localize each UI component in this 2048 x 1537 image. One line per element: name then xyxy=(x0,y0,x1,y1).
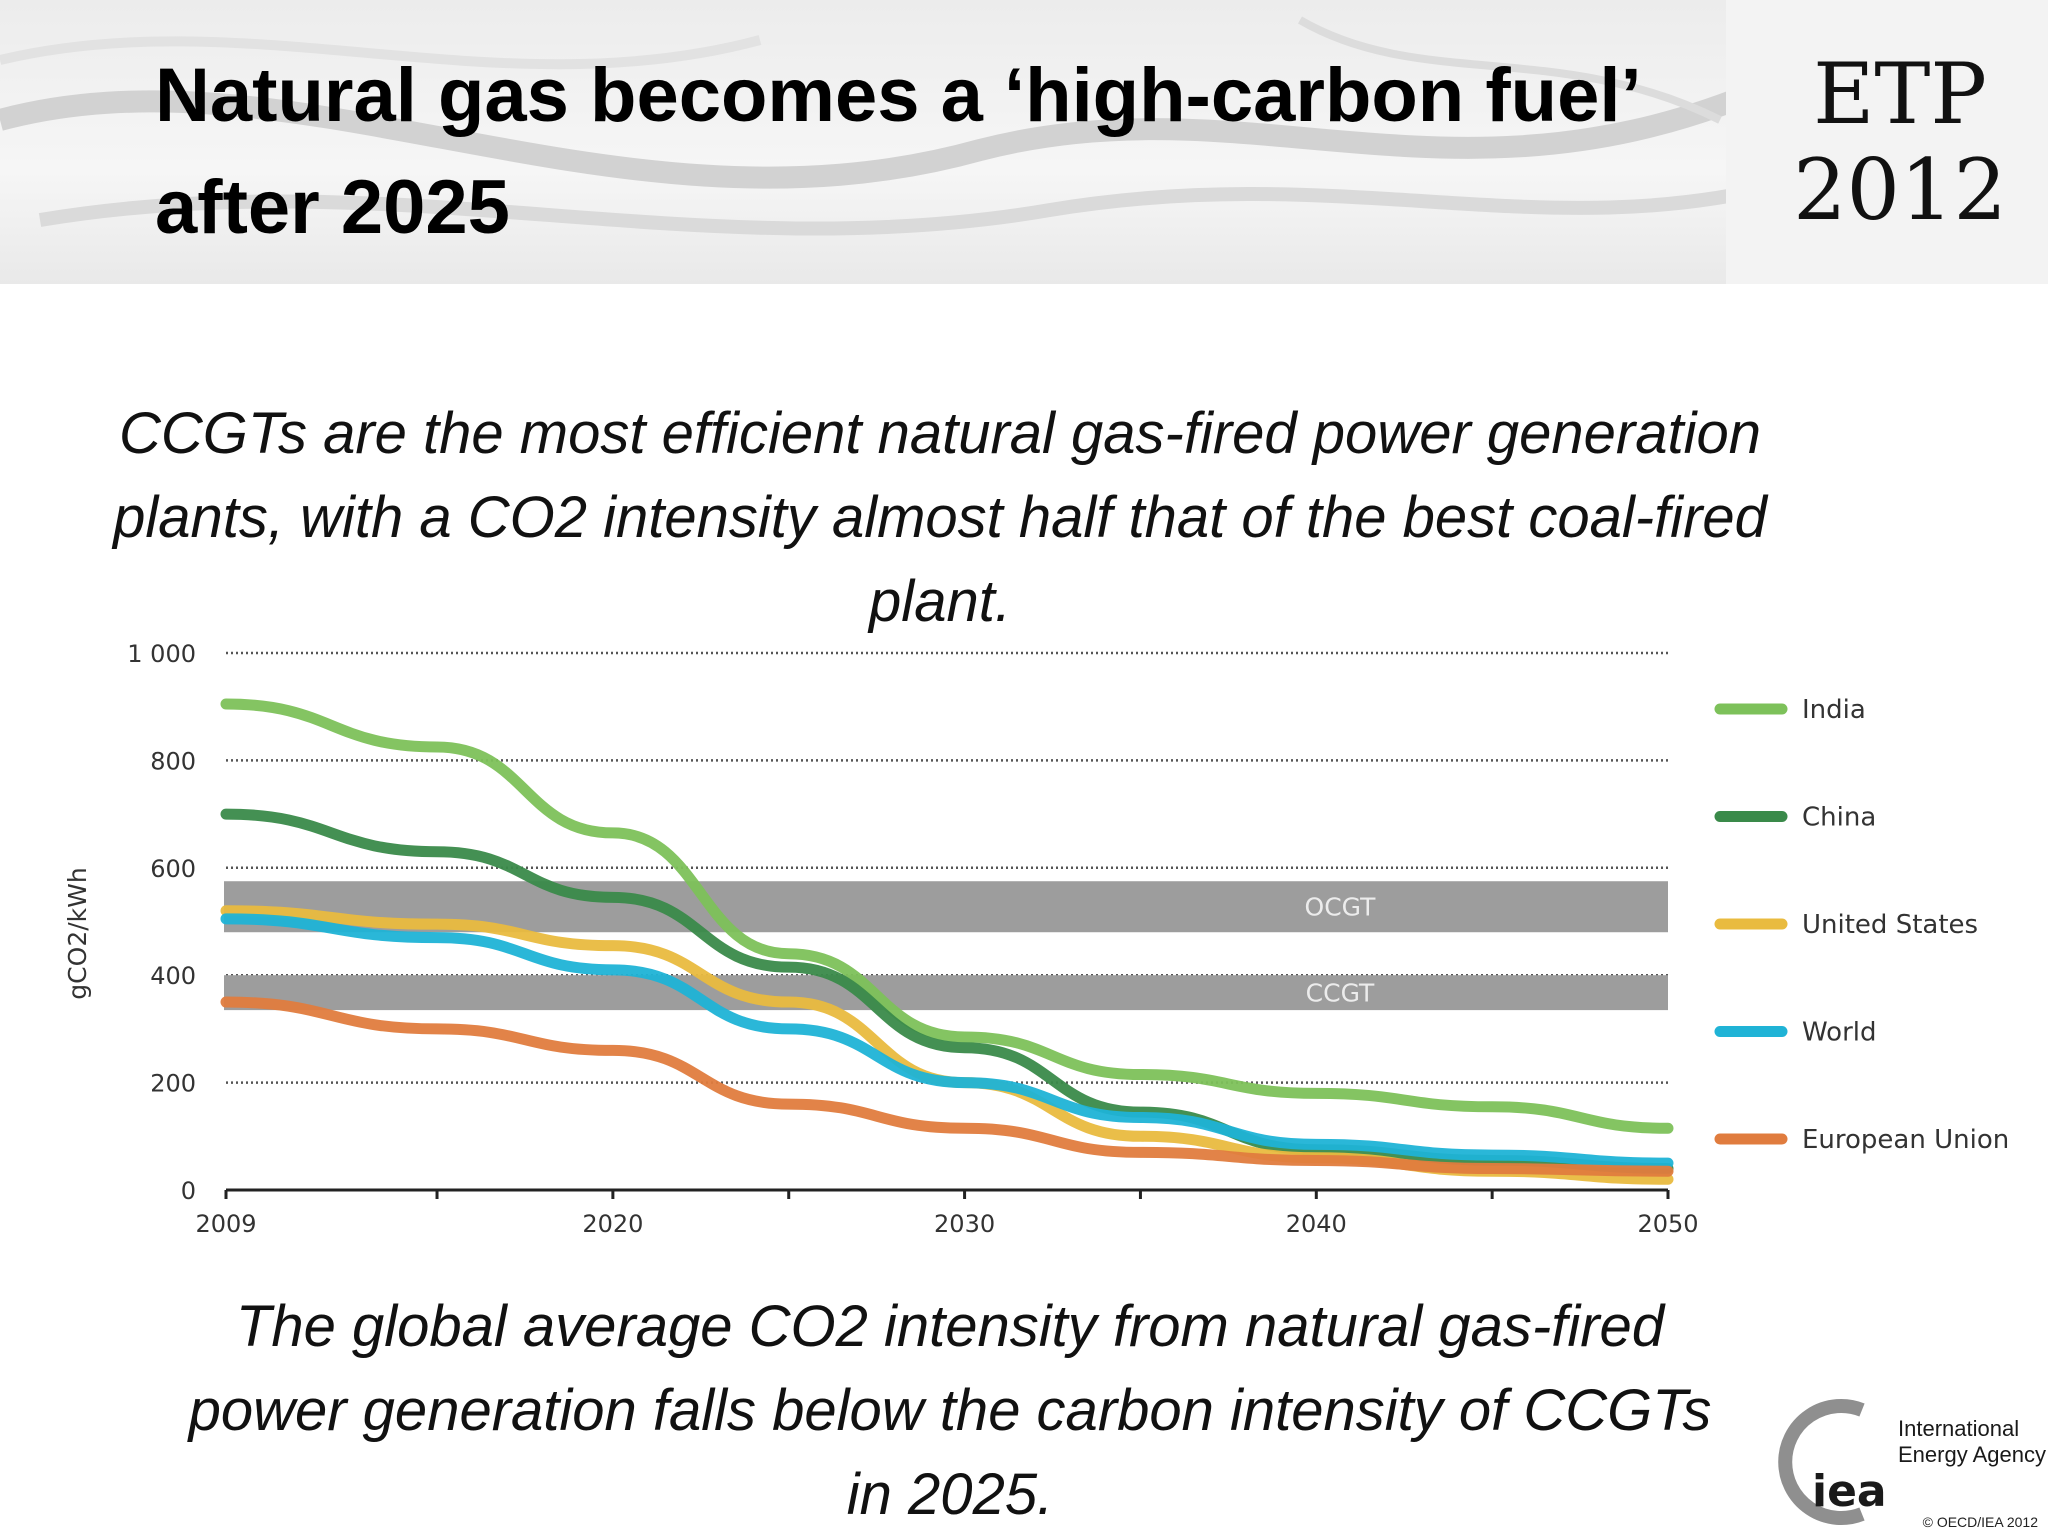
legend-label: World xyxy=(1802,1018,1877,1048)
y-tick-label: 400 xyxy=(150,962,196,990)
agency-name-line1: International xyxy=(1898,1416,2019,1441)
header-background-art xyxy=(0,16,1802,236)
iea-logo-mark: iea xyxy=(1812,1466,1887,1517)
legend-label: China xyxy=(1802,803,1876,833)
x-tick-label: 2030 xyxy=(934,1210,995,1238)
x-tick-label: 2020 xyxy=(582,1210,643,1238)
y-tick-label: 0 xyxy=(181,1177,196,1205)
iea-logo: iea International Energy Agency xyxy=(1778,1399,2046,1525)
y-tick-label: 800 xyxy=(150,747,196,775)
x-tick-label: 2009 xyxy=(195,1210,256,1238)
iea-logo-arc xyxy=(1778,1399,1865,1525)
y-tick-label: 600 xyxy=(150,855,196,883)
co2-intensity-chart: 0 200 400 600 800 1 000 OCGT CCGT 2009 2020 2030 20… xyxy=(63,640,2009,1238)
y-tick-label: 200 xyxy=(150,1070,196,1098)
series-line-india xyxy=(220,698,1674,1134)
agency-name-line2: Energy Agency xyxy=(1898,1442,2046,1467)
series-line-european-union xyxy=(220,996,1674,1177)
x-tick-label: 2050 xyxy=(1637,1210,1698,1238)
caption-bottom: The global average CO2 intensity from na… xyxy=(188,1294,1712,1527)
copyright-text: © OECD/IEA 2012 xyxy=(1922,1514,2038,1530)
legend-label: United States xyxy=(1802,910,1978,940)
band-ccgt xyxy=(224,975,1668,1011)
legend-label: India xyxy=(1802,695,1866,725)
series-line-world xyxy=(220,913,1674,1169)
x-tick-label: 2040 xyxy=(1286,1210,1347,1238)
etp-logo-text: ETP xyxy=(1813,45,1987,143)
caption-top: CCGTs are the most efficient natural gas… xyxy=(113,401,1767,634)
band-label-ccgt: CCGT xyxy=(1306,979,1375,1008)
slide-header: Natural gas becomes a ‘high-carbon fuel’… xyxy=(0,0,2048,284)
y-tick-label: 1 000 xyxy=(127,640,196,668)
page-title: Natural gas becomes a ‘high-carbon fuel’… xyxy=(155,53,1638,250)
y-axis-label: gCO2/kWh xyxy=(63,867,92,999)
band-label-ocgt: OCGT xyxy=(1305,893,1377,922)
etp-logo-panel xyxy=(1726,0,2048,284)
etp-logo-year: 2012 xyxy=(1793,141,2007,239)
legend-label: European Union xyxy=(1802,1125,2009,1155)
